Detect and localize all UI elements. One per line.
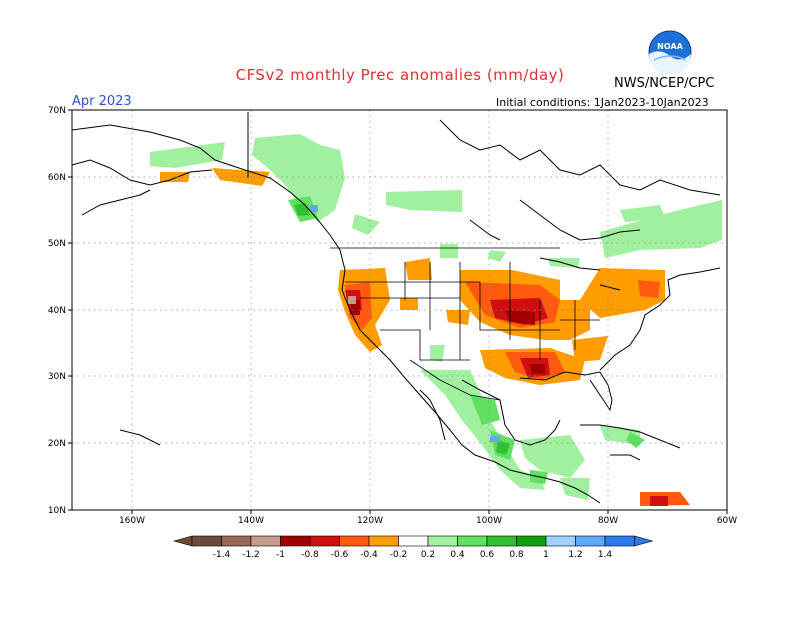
colorbar-swatch (221, 535, 252, 547)
colorbar-label: 0.4 (450, 550, 465, 560)
colorbar-labels: -1.4 -1.2 -1 -0.8 -0.6 -0.4 -0.2 0.2 0.4 0.6 0.8 1 1… (213, 550, 613, 560)
lat-label: 40N (48, 306, 66, 316)
colorbar-label: 0.2 (421, 550, 435, 560)
dry-anomaly-light (160, 168, 665, 385)
colorbar-swatch (280, 535, 311, 547)
colorbar-label: -0.6 (331, 550, 349, 560)
lon-label: 100W (476, 516, 502, 526)
colorbar-label: -0.8 (301, 550, 319, 560)
lat-label: 20N (48, 439, 66, 449)
colorbar-label: 0.6 (480, 550, 495, 560)
colorbar-swatch (486, 535, 517, 547)
colorbar-swatch (545, 535, 576, 547)
lat-label: 60N (48, 173, 66, 183)
colorbar-swatch (604, 535, 635, 547)
lon-label: 80W (598, 516, 618, 526)
initial-conditions: Initial conditions: 1Jan2023-10Jan2023 (496, 96, 709, 109)
lat-label: 30N (48, 372, 66, 382)
colorbar (172, 535, 654, 547)
longitude-labels: 160W 140W 120W 100W 80W 60W (119, 516, 737, 526)
colorbar-swatch (368, 535, 399, 547)
colorbar-swatch (516, 535, 547, 547)
axis-ticks (68, 109, 728, 514)
coastlines (71, 112, 721, 504)
wet-anomaly-extreme (310, 205, 500, 442)
lon-label: 160W (119, 516, 145, 526)
political-borders (330, 247, 600, 401)
latitude-labels: 70N 60N 50N 40N 30N 20N 10N (48, 106, 66, 516)
colorbar-swatch (250, 535, 281, 547)
lon-label: 60W (717, 516, 737, 526)
colorbar-swatch (575, 535, 606, 547)
anomaly-field (150, 134, 722, 506)
colorbar-swatch (339, 535, 370, 547)
colorbar-label: 1.4 (598, 550, 613, 560)
colorbar-swatch (427, 535, 458, 547)
colorbar-label: 0.8 (509, 550, 524, 560)
colorbar-label: 1 (543, 550, 549, 560)
logo-text: NOAA (657, 42, 683, 51)
colorbar-label: -1.4 (213, 550, 231, 560)
forecast-month: Apr 2023 (72, 94, 132, 109)
noaa-logo-icon: NOAA (648, 30, 692, 74)
lat-label: 70N (48, 106, 66, 116)
lon-label: 120W (357, 516, 383, 526)
colorbar-label: -0.2 (390, 550, 408, 560)
colorbar-label: 1.2 (568, 550, 582, 560)
colorbar-label: -1 (276, 550, 285, 560)
colorbar-swatch (309, 535, 340, 547)
dry-anomaly-extreme (348, 296, 356, 304)
colorbar-swatch (191, 535, 222, 547)
wet-anomaly-regions (150, 134, 722, 500)
colorbar-right-arrow (634, 535, 654, 547)
map-title: CFSv2 monthly Prec anomalies (mm/day) (235, 66, 565, 84)
colorbar-left-arrow (172, 535, 193, 547)
colorbar-label: -0.4 (360, 550, 378, 560)
colorbar-label: -1.2 (242, 550, 260, 560)
lat-label: 50N (48, 239, 66, 249)
colorbar-swatch (398, 535, 429, 547)
agency-label: NWS/NCEP/CPC (614, 76, 715, 91)
colorbar-swatch (457, 535, 488, 547)
lat-label: 10N (48, 506, 66, 516)
lon-label: 140W (238, 516, 264, 526)
graticule (72, 110, 727, 510)
